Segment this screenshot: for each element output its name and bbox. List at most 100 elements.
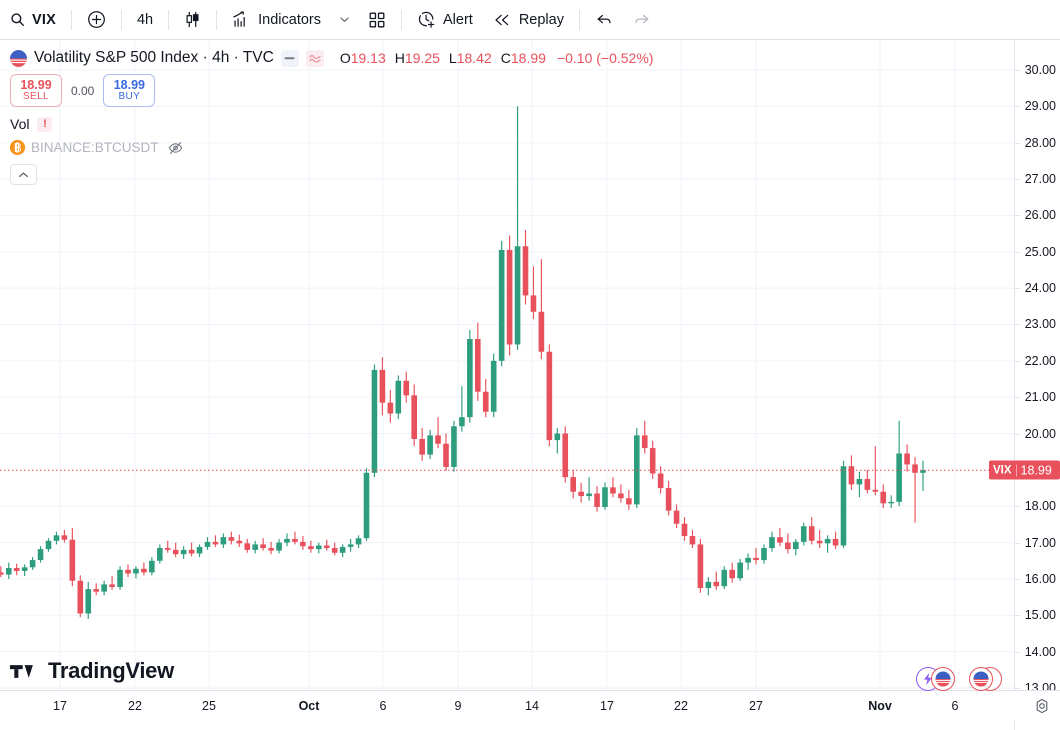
candle-body (880, 491, 887, 504)
candle-body (498, 249, 505, 361)
toolbar-divider (401, 9, 402, 30)
candle-body (753, 557, 759, 561)
toolbar-divider (120, 9, 122, 30)
undo-arrow-icon (595, 11, 613, 29)
current-price-tag-value: 18.99 (1020, 463, 1052, 478)
ohlc-values: O 19.13 H 19.25 L 18.42 C 18.99 −0.10 (−0.52… (331, 50, 654, 66)
candle-body (323, 545, 330, 549)
open-value: 19.13 (350, 50, 386, 66)
candle-body (912, 464, 918, 473)
candle-body (856, 478, 863, 485)
spread-value: 0.00 (71, 83, 95, 98)
candle-body (578, 491, 584, 497)
timeframe-button[interactable]: 4h (128, 6, 162, 34)
price-tick-mark (1015, 651, 1020, 653)
replay-button[interactable]: Replay (484, 6, 573, 34)
candle-body (641, 435, 648, 449)
candle-body (793, 541, 799, 550)
candle-body (172, 549, 179, 555)
candle-body (109, 584, 115, 587)
candle-body (300, 541, 306, 547)
candle-body (284, 538, 290, 543)
add-symbol-button[interactable] (78, 6, 115, 34)
us-flag-icon (969, 667, 993, 691)
candle-body (141, 568, 147, 573)
legend-title-row[interactable]: Volatility S&P 500 Index · 4h · TVC O 19.… (10, 46, 710, 70)
candle-body (538, 311, 545, 352)
candle-body (920, 470, 926, 473)
warning-icon[interactable]: ! (37, 116, 53, 132)
timeframe-label: 4h (136, 11, 154, 28)
candle-body (21, 567, 28, 571)
price-tick-label: 28.00 (1024, 135, 1056, 150)
chart-plot-area[interactable] (0, 40, 1014, 690)
clock-settings-icon[interactable] (1034, 698, 1050, 714)
candle-body (729, 569, 735, 579)
time-tick-label: 17 (53, 699, 67, 713)
market-status-badge[interactable] (969, 666, 1002, 692)
price-tick-mark (1015, 324, 1020, 326)
candle-body (244, 543, 251, 550)
price-tick-label: 14.00 (1024, 644, 1056, 659)
layout-button[interactable] (359, 6, 395, 34)
candle-body (164, 548, 171, 550)
wave-icon[interactable] (305, 49, 324, 67)
undo-button[interactable] (586, 6, 622, 34)
volume-label: Vol (10, 116, 30, 132)
symbol-label: VIX (32, 11, 56, 28)
candle-body (554, 433, 561, 441)
low-label: L (448, 50, 457, 66)
chart-style-button[interactable] (175, 6, 210, 34)
legend-title: Volatility S&P 500 Index · 4h · TVC (34, 49, 274, 66)
toolbar-divider (216, 9, 218, 30)
candle-body (602, 487, 608, 507)
candle-body (268, 548, 274, 551)
top-toolbar: VIX 4h (0, 0, 1060, 40)
replay-rewind-icon (493, 12, 512, 28)
current-price-tag[interactable]: VIX 18.99 (989, 460, 1060, 480)
price-tick-label: 27.00 (1024, 172, 1056, 187)
indicators-dropdown-button[interactable] (332, 6, 357, 34)
candle-body (411, 395, 417, 439)
eye-hidden-icon[interactable] (168, 141, 183, 155)
price-tick-label: 20.00 (1024, 426, 1056, 441)
toolbar-divider (168, 9, 170, 30)
candle-body (93, 589, 99, 592)
candle-body (29, 560, 36, 568)
candle-body (403, 380, 410, 396)
time-tick-label: 25 (202, 699, 216, 713)
sell-button[interactable]: 18.99 SELL (10, 74, 62, 107)
candle-body (864, 478, 871, 490)
price-axis[interactable]: 30.00 29.00 28.00 27.00 26.00 25.00 24.00 23.00… (989, 40, 1060, 730)
price-tick-label: 26.00 (1024, 208, 1056, 223)
candle-body (689, 536, 696, 545)
visibility-icon[interactable] (280, 49, 299, 67)
indicators-button[interactable]: Indicators (223, 6, 330, 34)
sell-label: SELL (22, 90, 50, 102)
market-status-badge-flash[interactable] (916, 666, 955, 692)
time-tick-label: 17 (600, 699, 614, 713)
collapse-pane-button[interactable] (10, 164, 37, 185)
candle-body (888, 501, 894, 504)
candle-body (379, 369, 386, 403)
candle-body (737, 562, 743, 579)
redo-button[interactable] (624, 6, 660, 34)
price-tick-label: 23.00 (1024, 317, 1056, 332)
candle-body (355, 538, 362, 545)
alert-label: Alert (443, 11, 473, 28)
volume-legend-row[interactable]: Vol ! (10, 116, 53, 132)
price-tick-mark (1015, 70, 1020, 71)
candle-body (530, 295, 537, 312)
price-tick-mark (1015, 506, 1020, 508)
secondary-symbol-row[interactable]: BINANCE:BTCUSDT (10, 140, 183, 155)
buy-button[interactable]: 18.99 BUY (103, 74, 156, 107)
alert-button[interactable]: Alert (408, 6, 482, 34)
symbol-search-button[interactable]: VIX (1, 6, 65, 34)
candle-body (85, 589, 92, 614)
time-axis[interactable]: 17 22 25 Oct 6 9 14 17 22 27 Nov 6 (0, 690, 1060, 720)
change-value: −0.10 (−0.52%) (556, 50, 654, 66)
price-tick-mark (1015, 433, 1020, 435)
candle-body (705, 581, 712, 589)
candle-body (77, 580, 84, 614)
time-tick-label: 6 (379, 699, 387, 713)
